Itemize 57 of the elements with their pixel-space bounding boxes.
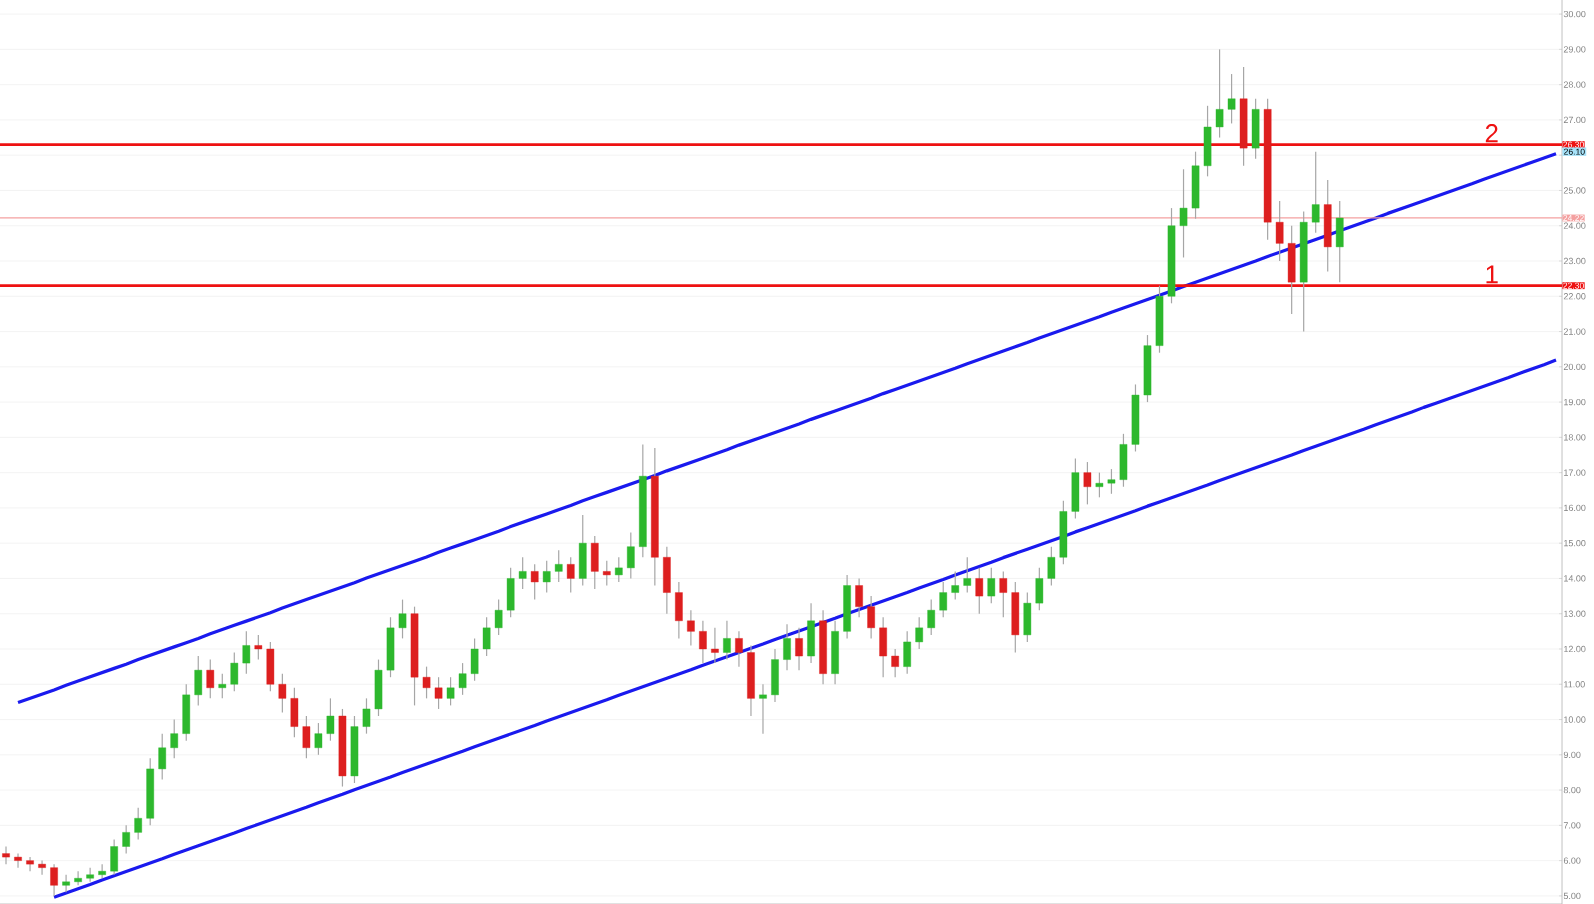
candlestick: [110, 838, 118, 876]
candlestick: [170, 718, 179, 759]
candlestick: [927, 599, 935, 636]
candlestick: [566, 556, 575, 594]
candlestick: [182, 683, 191, 742]
candlestick: [578, 514, 587, 587]
annotation: 1: [1486, 265, 1498, 284]
candlestick: [134, 807, 142, 841]
candlestick: [50, 863, 58, 897]
candlestick: [158, 733, 167, 781]
candlestick: [747, 644, 755, 717]
candlestick: [663, 546, 671, 615]
candlestick: [74, 870, 82, 886]
candlestick: [687, 609, 695, 647]
candlestick: [1323, 179, 1332, 273]
candlestick: [62, 874, 70, 893]
candlestick: [975, 567, 984, 615]
candlestick: [602, 560, 611, 587]
candlestick: [530, 563, 539, 601]
candlestick: [879, 616, 887, 678]
candlestick: [26, 856, 34, 872]
candlestick: [951, 570, 960, 601]
candlestick: [723, 620, 731, 661]
candlestick: [194, 655, 203, 707]
candlestick: [206, 658, 215, 699]
candlestick: [2, 845, 10, 865]
candlestick: [14, 852, 22, 869]
candlestick: [122, 824, 130, 855]
candlestick: [735, 630, 743, 668]
candlestick: [627, 531, 635, 580]
candlestick: [1335, 200, 1344, 283]
candlestick: [795, 627, 803, 671]
candlestick: [1251, 98, 1260, 160]
candlestick: [831, 620, 839, 685]
candlestick: [86, 867, 94, 883]
candlestick: [915, 616, 923, 650]
candlestick: [963, 556, 972, 594]
candlestick: [699, 620, 707, 664]
candlestick: [903, 630, 911, 675]
candlestick: [855, 577, 863, 618]
candlestick: [1083, 461, 1092, 505]
candlestick: [759, 683, 767, 735]
candlestick: [615, 556, 623, 583]
candlestick: [939, 581, 948, 618]
candlestick: [891, 648, 899, 678]
candlestick: [38, 860, 46, 876]
candlestick: [675, 581, 683, 640]
candlestick: [590, 535, 599, 590]
candlestick: [771, 648, 779, 703]
annotation: 2: [1485, 124, 1498, 143]
candlestick: [843, 574, 851, 640]
candlestick: [98, 863, 106, 879]
candlestick: [783, 623, 791, 671]
candlestick: [867, 595, 875, 640]
candlestick: [987, 567, 996, 604]
candlestick: [807, 602, 815, 664]
candlestick: [711, 627, 719, 664]
